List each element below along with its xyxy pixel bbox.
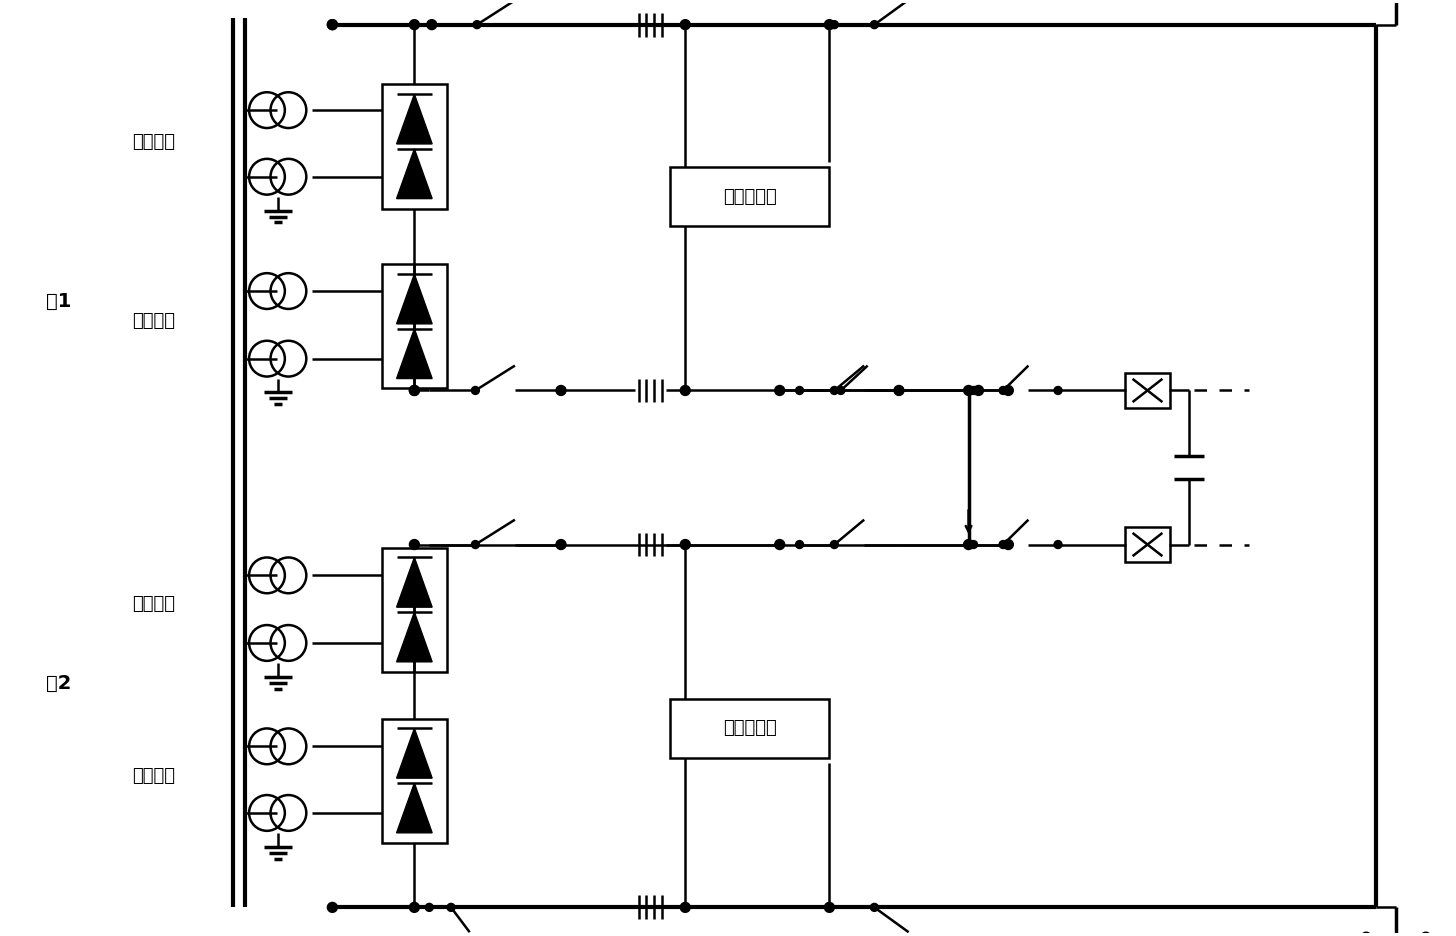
Circle shape: [964, 539, 974, 549]
Polygon shape: [396, 95, 432, 144]
Circle shape: [871, 903, 878, 912]
Circle shape: [473, 21, 480, 29]
Bar: [1125, 373, 1169, 408]
Circle shape: [1361, 932, 1372, 936]
Circle shape: [1003, 386, 1013, 395]
Bar: [381, 264, 447, 388]
Text: 低压阀组: 低压阀组: [132, 595, 175, 613]
Text: 极1: 极1: [47, 291, 71, 311]
Circle shape: [409, 902, 419, 913]
Polygon shape: [396, 728, 432, 778]
Circle shape: [837, 387, 844, 394]
Bar: [381, 719, 447, 842]
Circle shape: [795, 387, 804, 394]
Text: 极2: 极2: [47, 674, 71, 694]
Circle shape: [427, 20, 437, 30]
Circle shape: [824, 20, 834, 30]
Polygon shape: [396, 149, 432, 198]
Circle shape: [328, 902, 338, 913]
Circle shape: [680, 20, 690, 30]
Text: 直流滤波器: 直流滤波器: [724, 187, 776, 206]
Polygon shape: [396, 274, 432, 324]
Circle shape: [680, 902, 690, 913]
Bar: [381, 84, 447, 209]
Circle shape: [1421, 932, 1431, 936]
Circle shape: [999, 387, 1008, 394]
Circle shape: [409, 386, 419, 395]
Polygon shape: [396, 329, 432, 378]
Circle shape: [824, 902, 834, 913]
Text: 直流滤波器: 直流滤波器: [724, 720, 776, 738]
Circle shape: [1003, 539, 1013, 549]
Circle shape: [425, 903, 434, 912]
Circle shape: [974, 386, 983, 395]
Polygon shape: [396, 612, 432, 662]
Circle shape: [830, 21, 839, 29]
Circle shape: [830, 387, 839, 394]
Circle shape: [447, 903, 456, 912]
Circle shape: [409, 569, 419, 579]
Circle shape: [680, 539, 690, 549]
Circle shape: [970, 387, 977, 394]
Bar: [381, 548, 447, 672]
Bar: [1125, 527, 1169, 562]
Circle shape: [472, 541, 479, 548]
Circle shape: [1054, 541, 1061, 548]
Circle shape: [964, 386, 974, 395]
Circle shape: [472, 387, 479, 394]
Circle shape: [328, 20, 338, 30]
Bar: [670, 698, 830, 758]
Text: 高压阀组: 高压阀组: [132, 133, 175, 151]
Circle shape: [1054, 387, 1061, 394]
Circle shape: [970, 541, 977, 548]
Circle shape: [871, 21, 878, 29]
Bar: [670, 167, 830, 227]
Circle shape: [775, 539, 785, 549]
Circle shape: [999, 541, 1008, 548]
Circle shape: [409, 386, 419, 395]
Circle shape: [409, 539, 419, 549]
Circle shape: [409, 20, 419, 30]
Polygon shape: [396, 558, 432, 607]
Circle shape: [556, 386, 566, 395]
Circle shape: [795, 541, 804, 548]
Polygon shape: [396, 783, 432, 833]
Circle shape: [894, 386, 904, 395]
Circle shape: [556, 539, 566, 549]
Circle shape: [830, 541, 839, 548]
Text: 低压阀组: 低压阀组: [132, 312, 175, 329]
Circle shape: [328, 20, 338, 30]
Text: 高压阀组: 高压阀组: [132, 768, 175, 785]
Circle shape: [680, 386, 690, 395]
Circle shape: [775, 386, 785, 395]
